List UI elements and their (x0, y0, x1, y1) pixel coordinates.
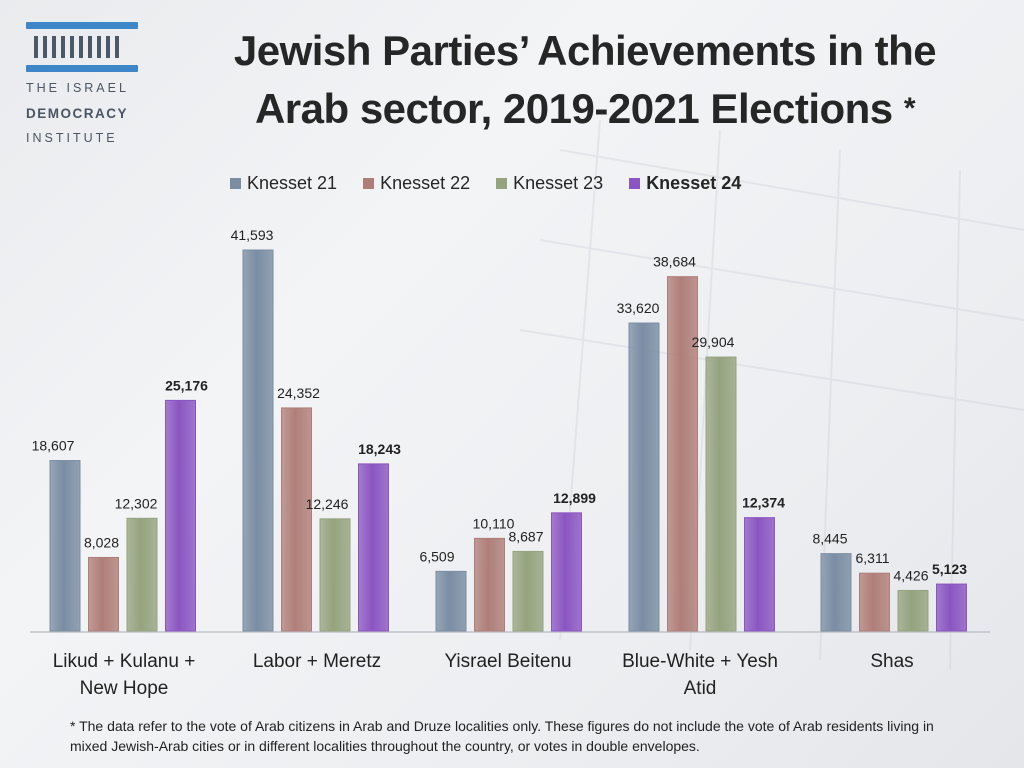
bar-k23-1 (319, 518, 351, 632)
chart-title-line-2-wrap: Arab sector, 2019-2021 Elections * (180, 80, 990, 138)
legend-item-k21: Knesset 21 (230, 173, 337, 194)
category-label-3-1: Atid (684, 678, 717, 699)
bar-k21-0 (49, 460, 81, 632)
value-label-k24-0: 25,176 (165, 377, 208, 393)
logo-line-2: DEMOCRACY (26, 106, 129, 121)
value-label-k21-1: 41,593 (231, 227, 274, 243)
value-label-k22-3: 38,684 (653, 254, 696, 270)
bar-k24-2 (551, 512, 582, 632)
value-label-k24-4: 5,123 (932, 561, 967, 577)
logo: THE ISRAEL DEMOCRACY INSTITUTE (26, 22, 144, 147)
bar-k21-1 (242, 249, 274, 632)
legend-item-k24: Knesset 24 (629, 173, 741, 194)
legend: Knesset 21 Knesset 22 Knesset 23 Knesset… (230, 173, 741, 194)
bar-k23-0 (126, 517, 158, 632)
logo-top-bar (26, 22, 138, 29)
value-label-k24-1: 18,243 (358, 441, 401, 457)
bar-k24-1 (358, 463, 389, 632)
bar-k22-4 (859, 572, 890, 632)
category-label-1-0: Labor + Meretz (253, 651, 381, 672)
chart-title-line-1: Jewish Parties’ Achievements in the (233, 27, 937, 74)
legend-swatch-k21 (230, 178, 241, 189)
value-label-k23-3: 29,904 (692, 334, 735, 350)
category-label-4-0: Shas (870, 651, 913, 672)
value-label-k23-2: 8,687 (508, 528, 543, 544)
legend-swatch-k22 (363, 178, 375, 189)
title-asterisk: * (903, 92, 916, 125)
bar-k21-3 (628, 322, 660, 632)
legend-label-k22: Knesset 22 (380, 173, 471, 193)
legend-label-k21: Knesset 21 (247, 173, 338, 193)
bar-k23-2 (512, 550, 544, 632)
value-label-k21-3: 33,620 (617, 300, 660, 316)
value-label-k21-4: 8,445 (812, 531, 847, 547)
value-label-k24-3: 12,374 (742, 495, 785, 511)
legend-swatch-k24 (629, 178, 641, 189)
logo-line-3: INSTITUTE (26, 131, 118, 145)
bar-k24-3 (744, 517, 775, 632)
logo-columns-icon (34, 36, 144, 58)
value-label-k23-4: 4,426 (893, 567, 928, 583)
legend-label-k24: Knesset 24 (646, 173, 742, 193)
bar-k22-3 (667, 276, 698, 632)
bar-k23-4 (897, 589, 929, 632)
logo-line-1: THE ISRAEL (26, 81, 129, 95)
bar-k24-4 (936, 583, 967, 632)
chart-title: Jewish Parties’ Achievements in the Arab… (180, 22, 990, 138)
value-label-k23-0: 12,302 (115, 495, 158, 511)
value-label-k21-2: 6,509 (419, 548, 454, 564)
value-label-k21-0: 18,607 (32, 438, 75, 454)
footnote: * The data refer to the vote of Arab cit… (70, 718, 934, 754)
bar-k22-1 (281, 407, 312, 632)
value-label-k23-1: 12,246 (306, 496, 349, 512)
value-label-k22-2: 10,110 (473, 515, 515, 531)
value-label-k22-4: 6,311 (856, 550, 890, 566)
category-label-0-0: Likud + Kulanu + (53, 651, 196, 672)
legend-item-k22: Knesset 22 (363, 173, 470, 194)
legend-item-k23: Knesset 23 (496, 173, 603, 194)
chart-title-line-2: Arab sector, 2019-2021 Elections (254, 85, 893, 132)
value-label-k22-0: 8,028 (84, 534, 119, 550)
bar-k22-0 (88, 556, 119, 632)
category-label-2-0: Yisrael Beitenu (444, 651, 571, 672)
value-label-k24-2: 12,899 (553, 490, 596, 506)
bar-chart: 18,607 41,593 6,509 33,620 8,445 8,028 24,352 1… (30, 227, 990, 699)
legend-label-k23: Knesset 23 (513, 173, 604, 193)
category-label-0-1: New Hope (80, 678, 169, 699)
bar-k21-2 (435, 570, 467, 632)
bar-k23-3 (705, 356, 737, 632)
legend-swatch-k23 (496, 178, 508, 189)
bar-k21-4 (820, 553, 852, 632)
bar-k24-0 (165, 399, 196, 632)
logo-bottom-bar (26, 65, 138, 72)
category-label-3-0: Blue-White + Yesh (622, 651, 778, 672)
value-label-k22-1: 24,352 (277, 385, 320, 401)
bar-k22-2 (474, 537, 505, 632)
